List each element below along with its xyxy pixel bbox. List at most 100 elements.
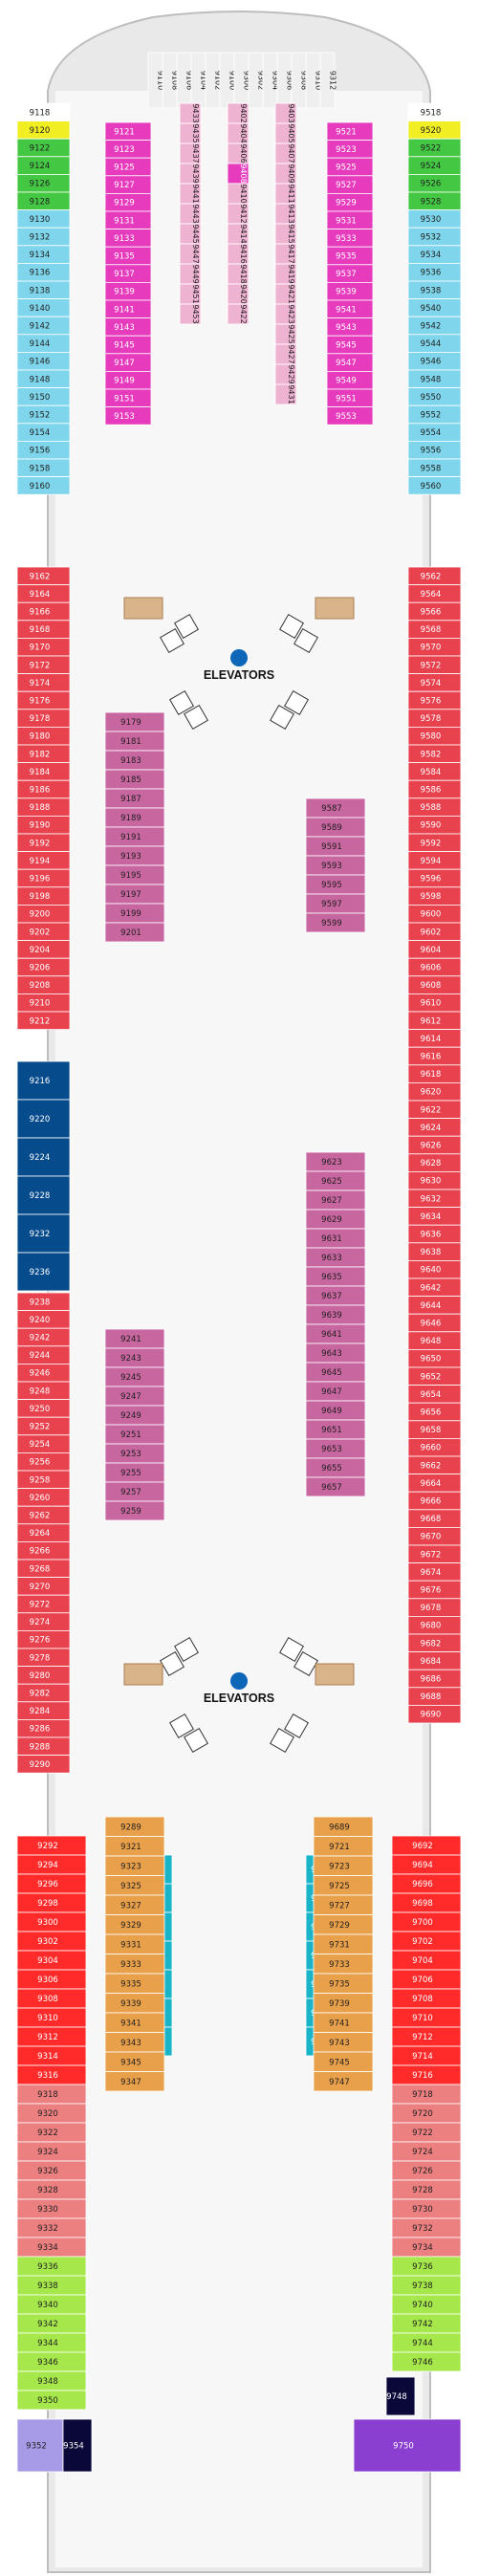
stbd-balcony-9612[interactable]: 9612 [407,1011,462,1031]
stbd-balcony-9632[interactable]: 9632 [407,1189,462,1209]
port-inner-9137[interactable]: 9137 [104,264,152,283]
port-cabin-9120[interactable]: 9120 [16,120,71,140]
stbd-midB-9635[interactable]: 9635 [305,1266,366,1287]
port-aft-red-9306[interactable]: 9306 [16,1969,87,1990]
stbd-orange-9729[interactable]: 9729 [313,1914,374,1935]
port-balcony-aft-9248[interactable]: 9248 [16,1381,71,1401]
port-aft-red-9298[interactable]: 9298 [16,1892,87,1913]
port-balcony-aft-9238[interactable]: 9238 [16,1292,71,1312]
stbd-inner-9537[interactable]: 9537 [326,264,374,283]
port-aft-green-9344[interactable]: 9344 [16,2332,87,2353]
stbd-midB-9643[interactable]: 9643 [305,1343,366,1364]
port-balcony-9194[interactable]: 9194 [16,851,71,870]
center-cabin-9439[interactable]: 9439 [179,163,202,185]
stbd-balcony-9602[interactable]: 9602 [407,922,462,942]
stbd-inner-9531[interactable]: 9531 [326,210,374,230]
port-aft-pink-9328[interactable]: 9328 [16,2179,87,2200]
stbd-orange-9723[interactable]: 9723 [313,1855,374,1876]
port-aft-red-9312[interactable]: 9312 [16,2026,87,2047]
stbd-aft-red-9692[interactable]: 9692 [391,1835,462,1856]
port-aft-red-9310[interactable]: 9310 [16,2007,87,2028]
port-inner-9151[interactable]: 9151 [104,388,152,408]
stbd-cabin-9530[interactable]: 9530 [407,209,462,229]
port-inner-9131[interactable]: 9131 [104,210,152,230]
stbd-orange-9725[interactable]: 9725 [313,1875,374,1896]
stbd-inner-9549[interactable]: 9549 [326,370,374,390]
port-aft-red-9314[interactable]: 9314 [16,2045,87,2066]
stbd-midB-9627[interactable]: 9627 [305,1190,366,1211]
center-cabin-9435[interactable]: 9435 [179,122,202,144]
stbd-balcony-9590[interactable]: 9590 [407,816,462,835]
stbd-cabin-9528[interactable]: 9528 [407,191,462,211]
port-suite-9232[interactable]: 9232 [16,1213,71,1254]
stbd-cabin-9524[interactable]: 9524 [407,156,462,175]
stbd-balcony-9674[interactable]: 9674 [407,1562,462,1582]
port-cabin-9134[interactable]: 9134 [16,245,71,264]
stbd-aft-green-9738[interactable]: 9738 [391,2275,462,2296]
stbd-cabin-9540[interactable]: 9540 [407,298,462,317]
port-cabin-9148[interactable]: 9148 [16,369,71,389]
port-balcony-9168[interactable]: 9168 [16,620,71,639]
stbd-cabin-9542[interactable]: 9542 [407,316,462,336]
stbd-balcony-9566[interactable]: 9566 [407,601,462,622]
port-balcony-9166[interactable]: 9166 [16,601,71,622]
stbd-cabin-9536[interactable]: 9536 [407,262,462,282]
stbd-balcony-9578[interactable]: 9578 [407,709,462,728]
port-midB-9247[interactable]: 9247 [104,1386,165,1407]
stbd-aft-red-9710[interactable]: 9710 [391,2007,462,2028]
stbd-balcony-9644[interactable]: 9644 [407,1296,462,1315]
port-balcony-9174[interactable]: 9174 [16,673,71,692]
stbd-inner-9527[interactable]: 9527 [326,175,374,194]
aft-suite-black-stbd[interactable]: 9748 [385,2376,416,2416]
stbd-balcony-9564[interactable]: 9564 [407,584,462,603]
stbd-aft-green-9736[interactable]: 9736 [391,2256,462,2277]
stbd-midB-9645[interactable]: 9645 [305,1362,366,1383]
port-balcony-aft-9270[interactable]: 9270 [16,1577,71,1596]
stbd-balcony-9610[interactable]: 9610 [407,993,462,1013]
port-midA-9199[interactable]: 9199 [104,903,165,924]
port-balcony-aft-9252[interactable]: 9252 [16,1416,71,1436]
stbd-balcony-9636[interactable]: 9636 [407,1224,462,1244]
bow-cabin-9312[interactable]: 9312 [319,52,337,109]
stbd-balcony-9570[interactable]: 9570 [407,638,462,657]
stbd-balcony-9640[interactable]: 9640 [407,1260,462,1279]
port-midA-9185[interactable]: 9185 [104,769,165,790]
stbd-midB-9623[interactable]: 9623 [305,1151,366,1172]
stbd-midB-9655[interactable]: 9655 [305,1457,366,1478]
stbd-balcony-9686[interactable]: 9686 [407,1669,462,1689]
port-cabin-9140[interactable]: 9140 [16,298,71,317]
port-balcony-9206[interactable]: 9206 [16,957,71,977]
stbd-balcony-9672[interactable]: 9672 [407,1544,462,1564]
port-aft-red-9300[interactable]: 9300 [16,1911,87,1932]
stbd-cabin-9532[interactable]: 9532 [407,227,462,247]
stbd-inner-9523[interactable]: 9523 [326,140,374,159]
port-balcony-aft-9272[interactable]: 9272 [16,1594,71,1614]
port-cabin-9136[interactable]: 9136 [16,262,71,282]
port-orange-9341[interactable]: 9341 [104,2012,165,2033]
stbd-balcony-9660[interactable]: 9660 [407,1438,462,1457]
port-balcony-9188[interactable]: 9188 [16,797,71,817]
stbd-orange-9745[interactable]: 9745 [313,2051,374,2072]
port-inner-9149[interactable]: 9149 [104,370,152,390]
stbd-aft-green-9742[interactable]: 9742 [391,2313,462,2334]
port-balcony-9204[interactable]: 9204 [16,940,71,959]
stbd-balcony-9662[interactable]: 9662 [407,1455,462,1475]
stbd-balcony-9628[interactable]: 9628 [407,1153,462,1172]
port-midB-9249[interactable]: 9249 [104,1405,165,1426]
port-balcony-aft-9240[interactable]: 9240 [16,1310,71,1329]
center-cabin-9408[interactable]: 9408 [227,163,250,185]
port-midB-9241[interactable]: 9241 [104,1328,165,1349]
aft-suite-lavender[interactable]: 9352 [16,2418,64,2473]
stbd-aft-red-9708[interactable]: 9708 [391,1988,462,2009]
stbd-balcony-9598[interactable]: 9598 [407,886,462,906]
stbd-balcony-9586[interactable]: 9586 [407,779,462,799]
center-cabin-9431[interactable]: 9431 [274,383,297,405]
port-balcony-9164[interactable]: 9164 [16,584,71,603]
port-balcony-aft-9278[interactable]: 9278 [16,1648,71,1668]
center-cabin-9445[interactable]: 9445 [179,223,202,245]
stbd-cabin-9552[interactable]: 9552 [407,404,462,425]
stbd-balcony-9668[interactable]: 9668 [407,1509,462,1528]
stbd-midA-9591[interactable]: 9591 [305,836,366,857]
stbd-cabin-9560[interactable]: 9560 [407,476,462,495]
port-aft-red-9316[interactable]: 9316 [16,2064,87,2085]
